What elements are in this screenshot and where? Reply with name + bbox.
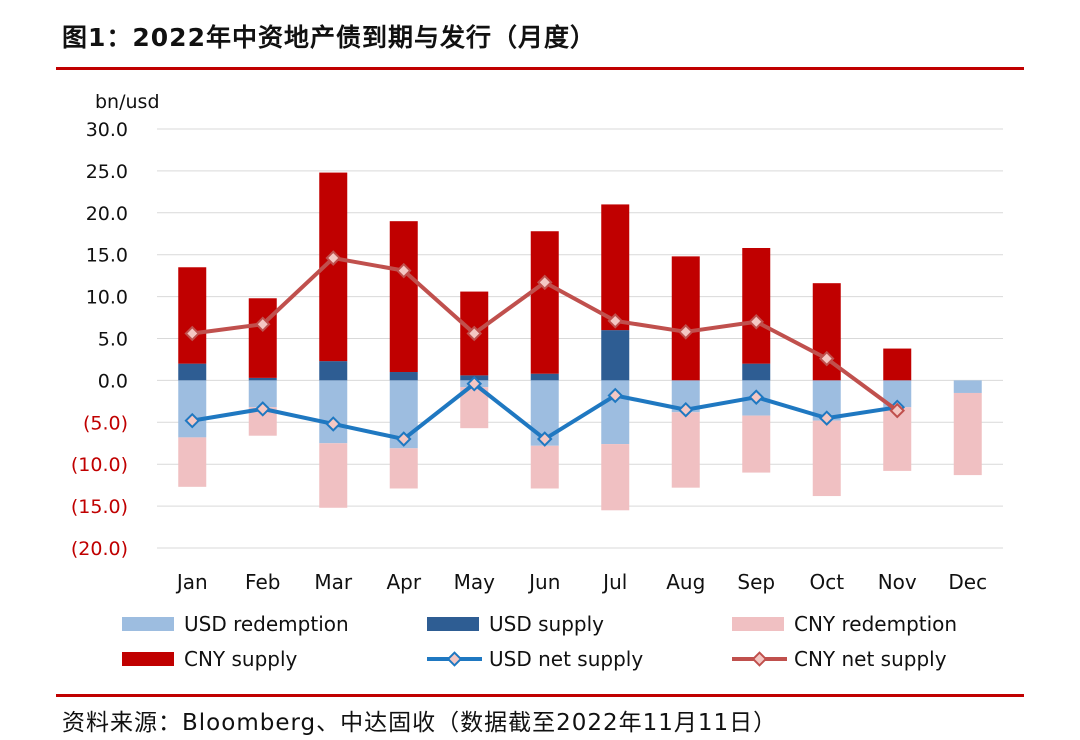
chart-canvas: 30.0 25.0 20.0 15.0 10.0 5.0 0.0 (5.0) (10.0) (15…: [71, 91, 1003, 671]
x-tick-label: Jul: [601, 570, 627, 594]
bar-usd-supply: [248, 377, 277, 381]
legend: USD redemption USD supply CNY redemption CN…: [122, 612, 957, 671]
gridlines: [157, 128, 1003, 549]
usd-net-supply-marker: [818, 410, 835, 426]
bars: [178, 172, 982, 511]
cny-net-supply-marker: [748, 313, 765, 330]
usd-net-supply-marker: [325, 416, 342, 432]
bar-cny-redemption: [671, 412, 700, 488]
axes: 30.0 25.0 20.0 15.0 10.0 5.0 0.0 (5.0) (10.0) (15…: [71, 119, 987, 594]
bar-usd-redemption: [953, 380, 982, 393]
x-tick-label: Dec: [948, 570, 987, 594]
y-tick-label: 10.0: [86, 287, 128, 309]
y-tick-label: (5.0): [83, 412, 128, 434]
bar-usd-supply: [389, 372, 418, 381]
cny-net-supply-marker: [677, 324, 694, 340]
legend-swatch-usd-supply: [427, 617, 479, 631]
bar-usd-supply: [319, 361, 348, 381]
legend-swatch-cny-supply: [122, 652, 174, 666]
x-tick-label: Sep: [737, 570, 775, 594]
top-rule: [56, 67, 1024, 70]
bar-cny-redemption: [319, 443, 348, 508]
bar-cny-redemption: [178, 437, 207, 487]
cny-net-supply-marker: [254, 316, 271, 333]
usd-net-supply-marker: [184, 412, 201, 429]
legend-label-cny-net-supply: CNY net supply: [794, 647, 947, 671]
x-tick-label: Jun: [527, 570, 560, 594]
bar-cny-supply: [742, 247, 771, 364]
bar-cny-redemption: [953, 392, 982, 476]
bar-cny-supply: [530, 231, 559, 374]
bar-cny-redemption: [530, 445, 559, 489]
bar-cny-supply: [671, 256, 700, 381]
bar-cny-redemption: [389, 448, 418, 489]
cny-net-supply-marker: [325, 250, 342, 266]
x-tick-label: Feb: [245, 570, 280, 594]
y-tick-label: 0.0: [98, 370, 128, 392]
y-tick-label: 30.0: [86, 119, 128, 141]
usd-net-supply-marker: [395, 431, 412, 447]
x-tick-label: Nov: [878, 570, 917, 594]
bar-cny-redemption: [601, 444, 630, 511]
usd-net-supply-marker: [254, 401, 271, 417]
bar-cny-redemption: [460, 387, 489, 429]
source-note: 资料来源：Bloomberg、中达固收（数据截至2022年11月11日）: [62, 710, 778, 736]
cny-net-supply-marker: [536, 274, 553, 291]
cny-net-supply-marker: [889, 402, 906, 419]
x-tick-label: Mar: [314, 570, 353, 594]
bar-usd-supply: [178, 363, 207, 381]
legend-marker-cny-net-supply: [751, 651, 768, 667]
usd-net-supply-marker: [536, 431, 553, 447]
legend-label-usd-redemption: USD redemption: [184, 612, 349, 636]
bar-usd-supply: [530, 373, 559, 381]
usd-net-supply-marker: [748, 389, 765, 405]
y-tick-label: (15.0): [71, 496, 128, 518]
cny-net-supply-marker: [466, 325, 483, 342]
legend-label-cny-redemption: CNY redemption: [794, 612, 957, 636]
bar-usd-redemption: [178, 380, 207, 438]
bar-usd-supply: [601, 330, 630, 381]
bar-cny-supply: [601, 204, 630, 331]
bar-cny-supply: [248, 298, 277, 378]
legend-label-usd-net-supply: USD net supply: [489, 647, 643, 671]
x-tick-label: Apr: [386, 570, 421, 594]
usd-net-supply-marker: [607, 387, 624, 404]
chart-title: 图1：2022年中资地产债到期与发行（月度）: [62, 23, 596, 52]
y-tick-label: 5.0: [98, 329, 128, 351]
bar-cny-supply: [178, 267, 207, 364]
cny-net-supply-marker: [607, 313, 624, 329]
cny-net-supply-marker: [818, 350, 835, 367]
legend-label-cny-supply: CNY supply: [184, 647, 298, 671]
y-tick-label: 15.0: [86, 245, 128, 267]
y-axis-label: bn/usd: [95, 91, 160, 113]
cny-net-supply-marker: [395, 262, 412, 279]
bar-cny-redemption: [812, 420, 841, 497]
legend-swatch-cny-redemption: [732, 617, 784, 631]
bottom-rule: [56, 694, 1024, 697]
bar-usd-redemption: [319, 380, 348, 444]
x-tick-label: Oct: [809, 570, 844, 594]
x-tick-label: May: [454, 570, 496, 594]
legend-label-usd-supply: USD supply: [489, 612, 604, 636]
bar-cny-supply: [883, 348, 912, 381]
x-tick-label: Jan: [175, 570, 208, 594]
legend-swatch-usd-redemption: [122, 617, 174, 631]
y-tick-label: (10.0): [71, 454, 128, 476]
y-tick-label: 25.0: [86, 161, 128, 183]
usd-net-supply-marker: [466, 375, 483, 392]
x-tick-label: Aug: [666, 570, 705, 594]
y-tick-label: (20.0): [71, 538, 128, 560]
usd-net-supply-marker: [677, 401, 694, 418]
bar-cny-supply: [389, 221, 418, 373]
bar-usd-supply: [742, 363, 771, 381]
y-tick-label: 20.0: [86, 203, 128, 225]
net-supply-lines: [184, 250, 906, 447]
legend-marker-usd-net-supply: [446, 651, 463, 667]
bar-cny-redemption: [742, 415, 771, 473]
cny-net-supply-marker: [184, 325, 201, 342]
